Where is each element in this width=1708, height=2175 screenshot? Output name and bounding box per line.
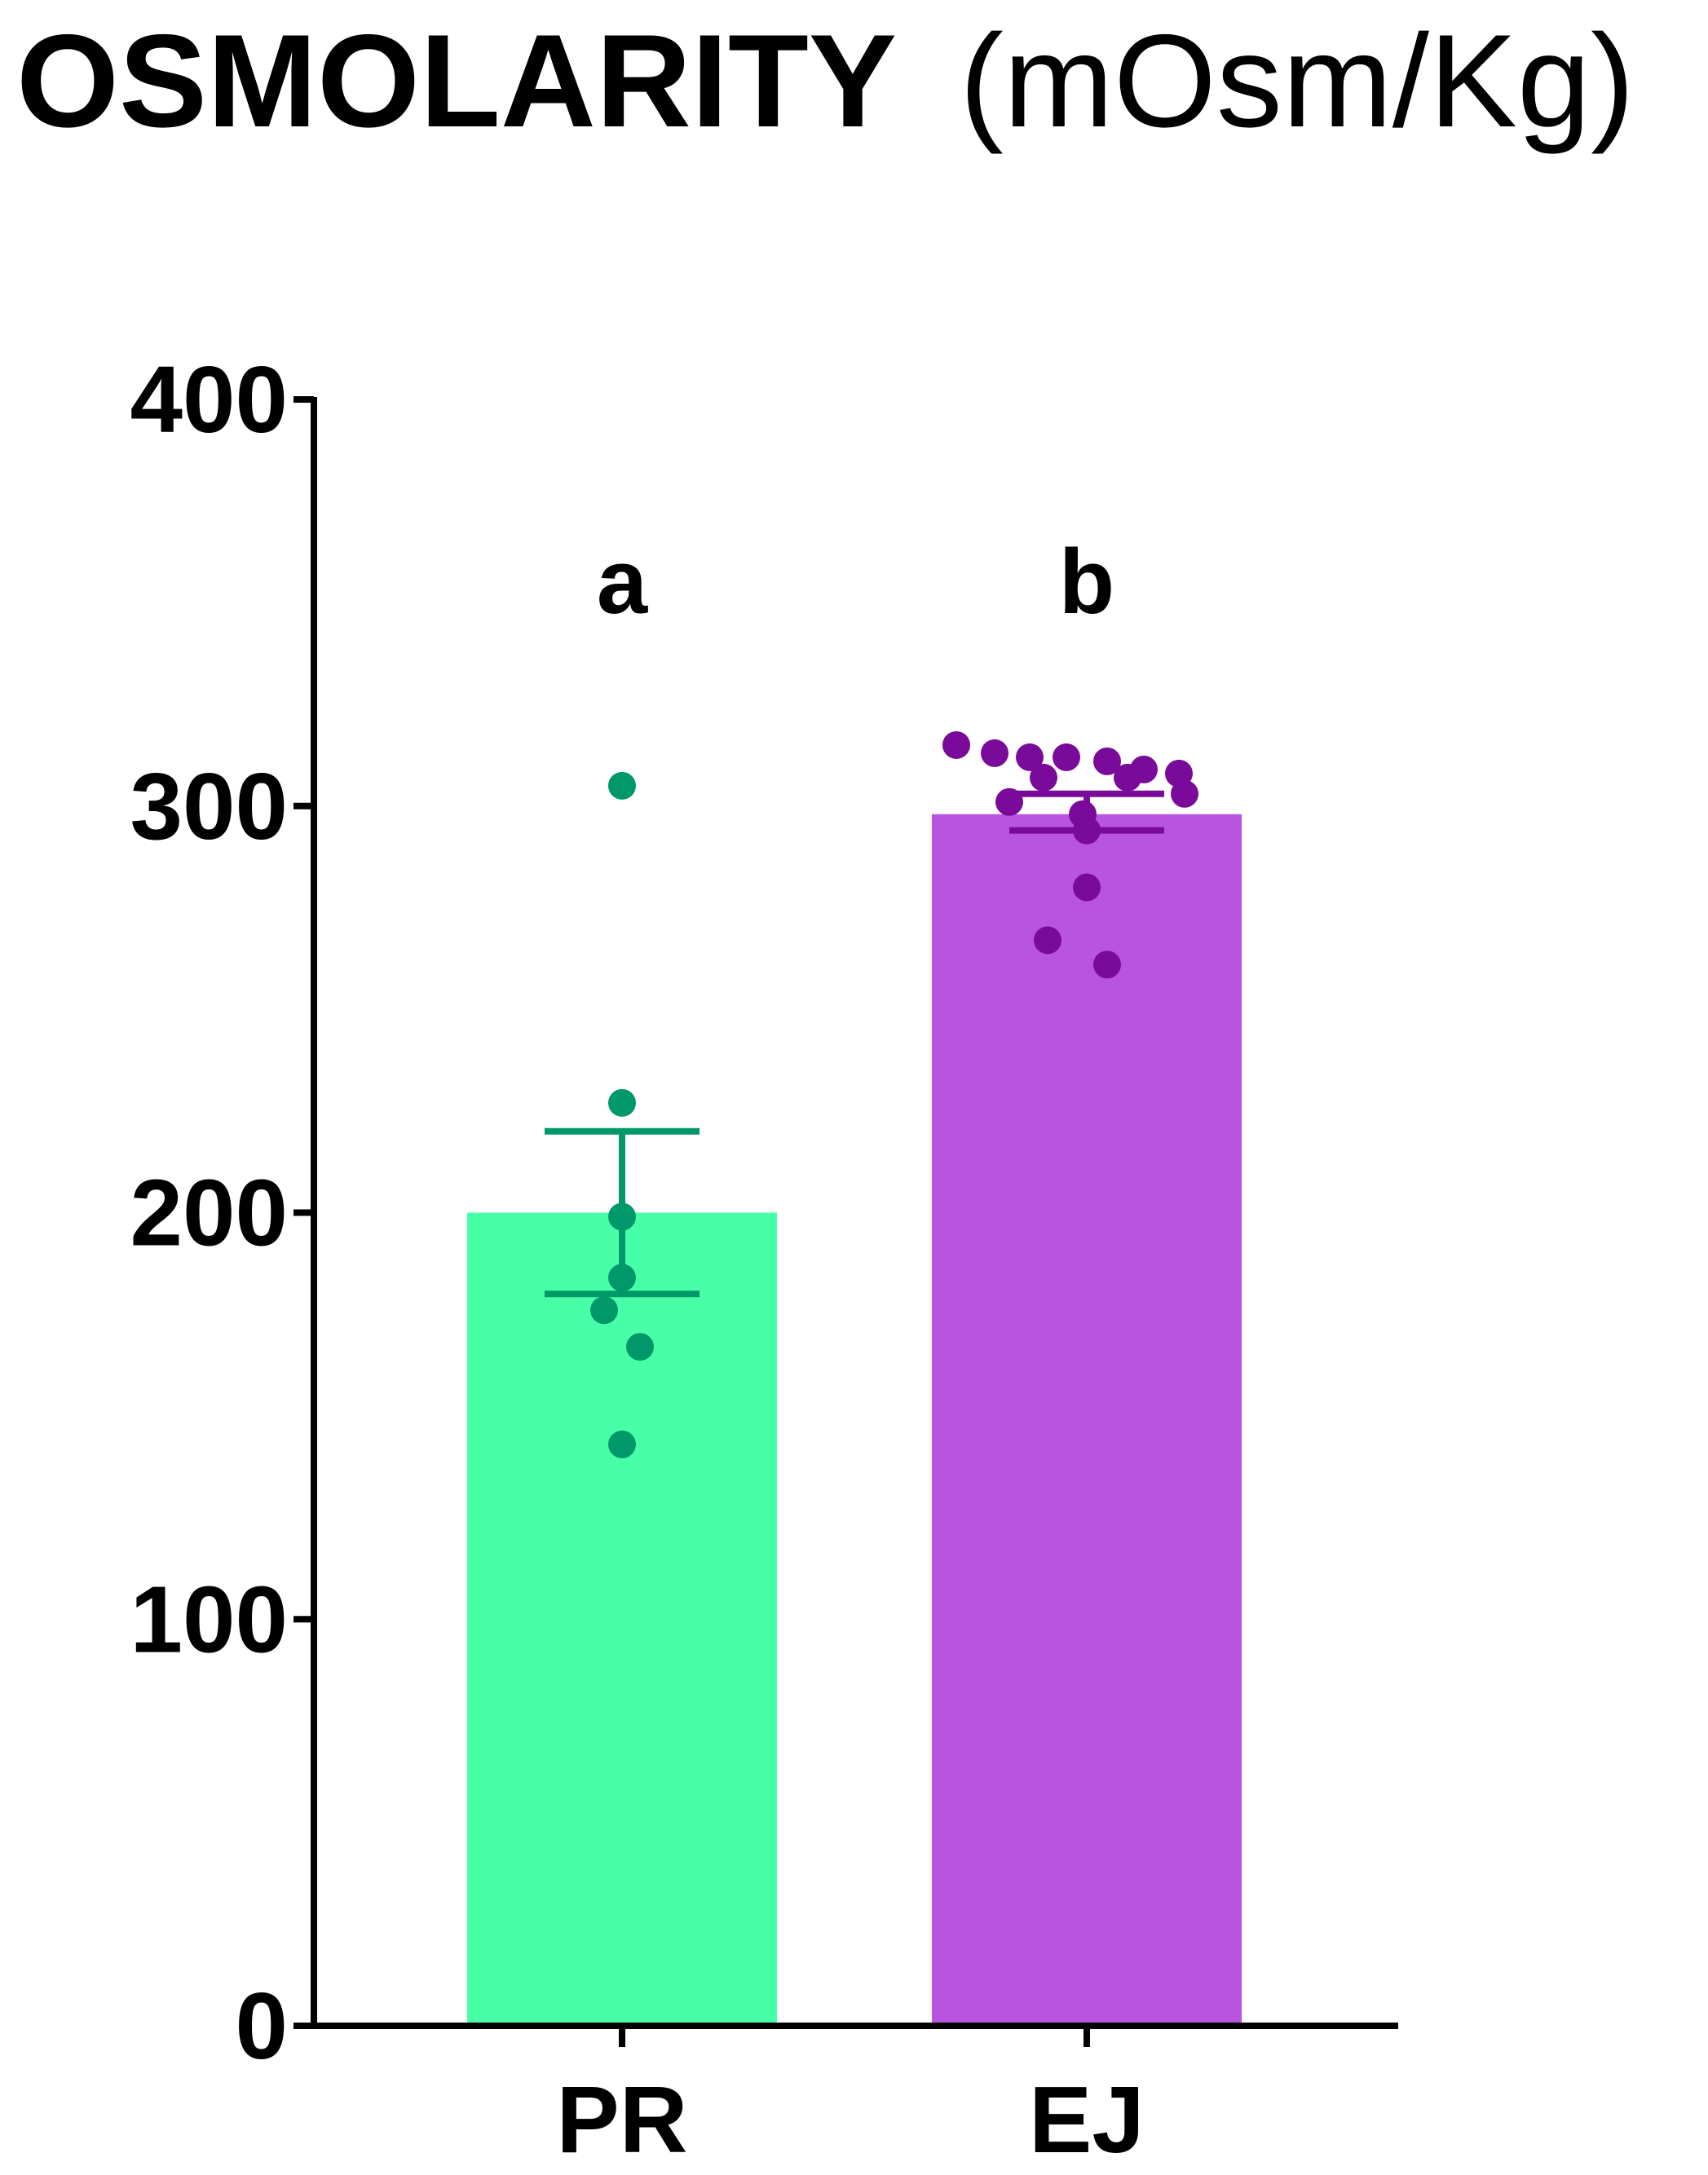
bar-pr bbox=[467, 1212, 777, 2026]
chart-title: OSMOLARITY (mOsm/Kg) bbox=[16, 7, 1635, 155]
y-tick-label-0: 0 bbox=[235, 1973, 288, 2079]
data-point-pr bbox=[608, 771, 636, 800]
y-tick-label-300: 300 bbox=[130, 753, 288, 859]
data-point-pr bbox=[590, 1296, 618, 1325]
y-tick-label-200: 200 bbox=[130, 1160, 288, 1266]
bar-ej bbox=[932, 814, 1242, 2026]
significance-label-ej: b bbox=[1059, 531, 1114, 633]
data-point-ej bbox=[1034, 926, 1061, 955]
plot-area: 0 100 200 300 400 PR EJ a b bbox=[130, 346, 1398, 2173]
data-point-ej bbox=[1093, 951, 1121, 979]
data-point-ej bbox=[1093, 747, 1121, 775]
chart-title-main: OSMOLARITY bbox=[16, 7, 897, 155]
data-point-ej bbox=[1053, 743, 1080, 771]
data-point-pr bbox=[608, 1088, 636, 1117]
data-point-ej bbox=[942, 730, 970, 759]
significance-label-pr: a bbox=[597, 531, 648, 633]
chart-title-unit: (mOsm/Kg) bbox=[960, 7, 1635, 155]
data-point-pr bbox=[626, 1333, 654, 1361]
data-point-ej bbox=[981, 739, 1008, 767]
x-category-label-pr: PR bbox=[556, 2067, 687, 2173]
x-category-label-ej: EJ bbox=[1029, 2067, 1145, 2173]
data-point-ej bbox=[1016, 743, 1044, 771]
data-point-ej bbox=[1114, 763, 1141, 792]
data-point-ej bbox=[1073, 873, 1101, 902]
y-tick-label-100: 100 bbox=[130, 1566, 288, 1672]
data-point-ej bbox=[1171, 779, 1198, 808]
data-point-pr bbox=[608, 1430, 636, 1458]
data-point-ej bbox=[1030, 763, 1057, 792]
y-tick-label-400: 400 bbox=[130, 346, 288, 452]
